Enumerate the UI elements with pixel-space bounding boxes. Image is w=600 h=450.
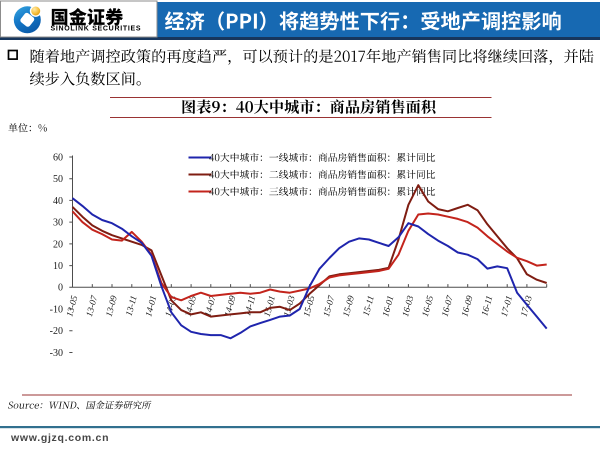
svg-text:40: 40 — [53, 196, 63, 207]
svg-text:20: 20 — [53, 239, 63, 250]
svg-text:50: 50 — [53, 174, 63, 185]
svg-text:60: 60 — [53, 152, 63, 163]
svg-text:-30: -30 — [50, 348, 63, 359]
svg-text:0: 0 — [58, 283, 63, 294]
svg-text:-20: -20 — [50, 326, 63, 337]
svg-text:10: 10 — [53, 261, 63, 272]
svg-text:30: 30 — [53, 218, 63, 229]
svg-text:www.gjzq.com.cn: www.gjzq.com.cn — [10, 432, 109, 444]
svg-text:SINOLINK SECURITIES: SINOLINK SECURITIES — [51, 25, 142, 32]
svg-text:-10: -10 — [50, 304, 63, 315]
